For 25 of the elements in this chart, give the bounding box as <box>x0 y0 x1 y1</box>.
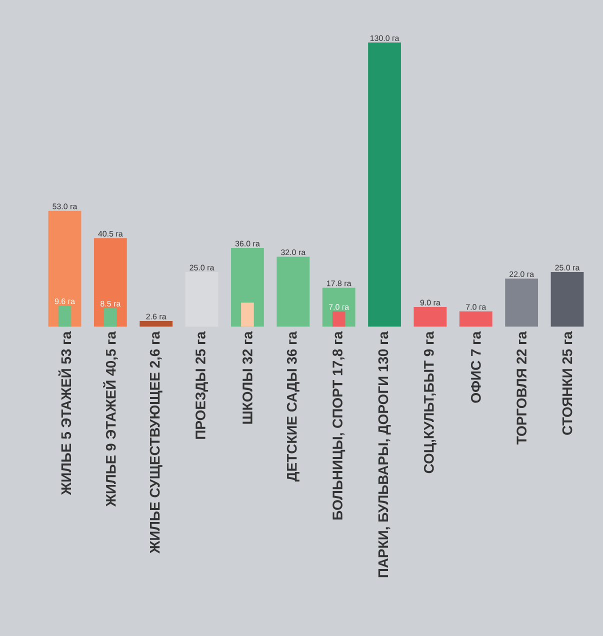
bar <box>48 210 82 327</box>
x-tick-label: СТОЯНКИ 25 га <box>562 331 572 435</box>
bar <box>332 311 346 327</box>
bar <box>414 306 447 327</box>
bar <box>276 256 310 327</box>
x-tick-label: ТОРГОВЛЯ 22 га <box>516 331 527 444</box>
bar <box>241 302 254 327</box>
x-tick-label: ПРОЕЗДЫ 25 га <box>196 331 208 439</box>
x-tick-label: ЖИЛЬЕ 5 ЭТАЖЕЙ 53 га <box>58 331 72 496</box>
bar <box>550 272 584 327</box>
bar <box>505 278 538 327</box>
bar <box>460 311 493 327</box>
x-tick-label: БОЛЬНИЦЫ, СПОРТ 17,8 га <box>332 331 346 520</box>
x-tick-label: СОЦ,КУЛЬТ,БЫТ 9 га <box>424 331 437 474</box>
bar <box>94 238 128 327</box>
bar <box>58 306 72 327</box>
x-tick-label: ДЕТСКИЕ САДЫ 36 га <box>287 331 300 482</box>
bar <box>368 42 402 327</box>
x-tick-label: ЖИЛЬЕ 9 ЭТАЖЕЙ 40,5 га <box>103 331 118 507</box>
x-tick-label: ОФИС 7 га <box>471 331 482 403</box>
x-tick-label: ЖИЛЬЕ СУЩЕСТВУЮЩЕЕ 2,6 га <box>150 331 163 554</box>
x-tick-label: ПАРКИ, БУЛЬВАРЫ, ДОРОГИ 130 га <box>378 331 391 578</box>
x-tick-label: ШКОЛЫ 32 га <box>242 331 253 424</box>
bar <box>104 308 117 327</box>
bar <box>140 320 173 327</box>
